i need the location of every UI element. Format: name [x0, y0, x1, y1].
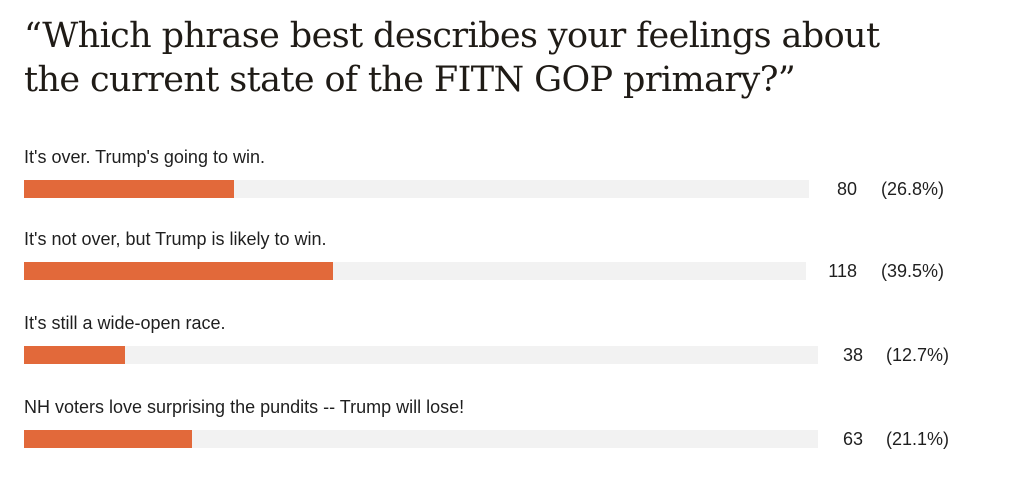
result-bar-fill: [24, 262, 333, 280]
result-bar-fill: [24, 430, 192, 448]
vote-percent: (39.5%): [881, 261, 945, 281]
result-bar-track: [24, 430, 818, 448]
option-label: It's not over, but Trump is likely to wi…: [24, 229, 327, 249]
vote-count: 80: [836, 179, 857, 199]
vote-percent: (26.8%): [881, 179, 945, 199]
result-bar-track: [24, 262, 806, 280]
result-bar-fill: [24, 180, 235, 198]
poll-option: It's over. Trump's going to win. 80 (26.…: [0, 146, 1024, 216]
vote-percent: (21.1%): [886, 429, 950, 449]
poll-option: It's still a wide-open race. 38 (12.7%): [0, 312, 1024, 382]
option-label: It's over. Trump's going to win.: [24, 147, 265, 167]
vote-count: 118: [828, 261, 857, 281]
result-bar-track: [24, 346, 818, 364]
poll-question: “Which phrase best describes your feelin…: [24, 16, 880, 100]
poll-option: NH voters love surprising the pundits --…: [0, 396, 1024, 466]
result-bar-track: [24, 180, 809, 198]
option-label: NH voters love surprising the pundits --…: [24, 397, 465, 417]
result-bar-fill: [24, 346, 125, 364]
vote-count: 63: [842, 429, 863, 449]
vote-percent: (12.7%): [886, 345, 950, 365]
option-label: It's still a wide-open race.: [24, 313, 226, 333]
poll-option: It's not over, but Trump is likely to wi…: [0, 228, 1024, 298]
vote-count: 38: [842, 345, 863, 365]
